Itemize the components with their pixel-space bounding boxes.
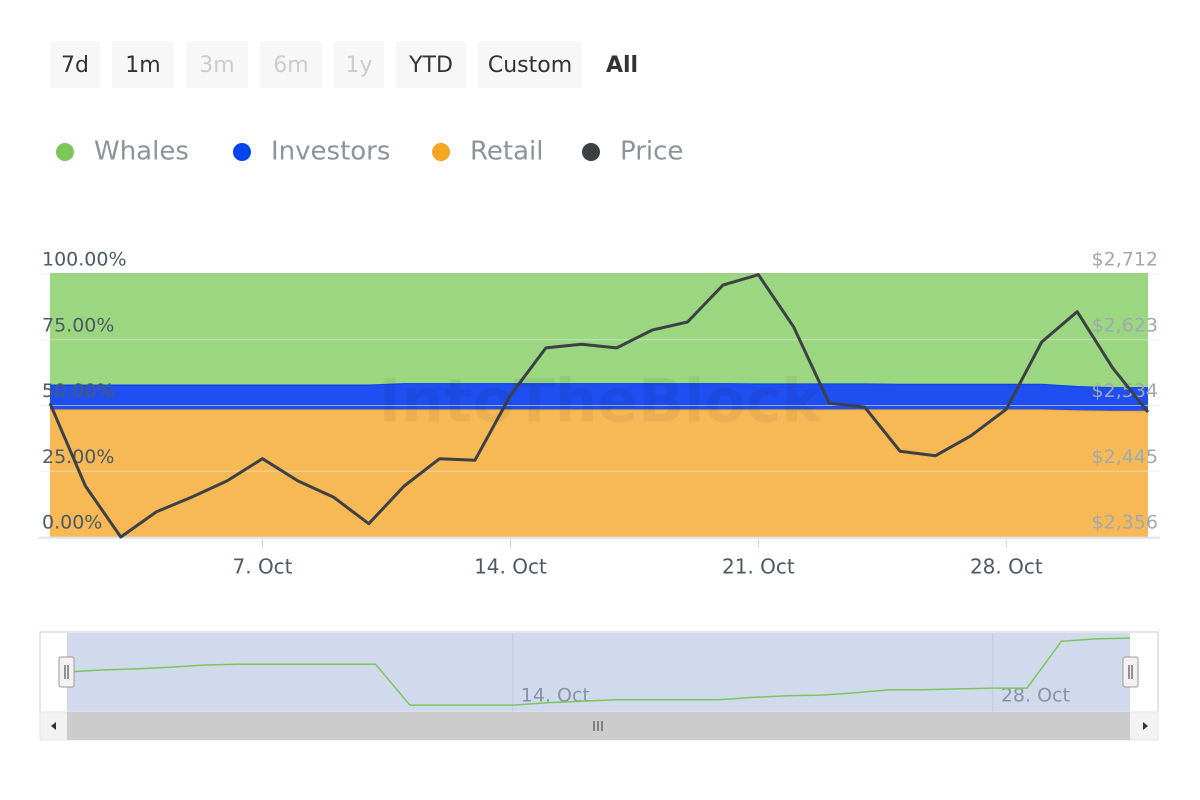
range-button: 1y: [334, 41, 384, 88]
range-button-bg: [396, 41, 466, 88]
scroll-left-arrow[interactable]: [51, 722, 56, 730]
x-tick-label: 7. Oct: [233, 555, 293, 579]
price-line: [48, 273, 1150, 539]
navigator-line: [66, 637, 1131, 706]
legend-item[interactable]: Investors: [233, 137, 390, 167]
legend-item[interactable]: Price: [582, 137, 683, 167]
navigator-handle-right[interactable]: [1122, 656, 1139, 688]
y-tick-label: 0.00%: [42, 512, 102, 534]
range-button-bg: [112, 41, 174, 88]
y-tick-label: 75.00%: [42, 314, 114, 336]
legend-label: Investors: [271, 137, 390, 167]
legend-label: Whales: [94, 137, 189, 167]
range-button-label: All: [606, 53, 638, 78]
range-button-label: 3m: [199, 53, 234, 78]
area: [50, 274, 1148, 388]
legend-item[interactable]: Whales: [56, 137, 189, 167]
navigator: 14. Oct 28. Oct: [39, 631, 1159, 741]
legend-item[interactable]: Retail: [432, 137, 543, 167]
y2-tick-label: $2,623: [1092, 314, 1158, 336]
range-button-bg: [186, 41, 248, 88]
area: [50, 409, 1148, 537]
scroll-right-arrow[interactable]: [1143, 722, 1148, 730]
range-button: 6m: [260, 41, 322, 88]
y-tick-label: 50.00%: [42, 380, 114, 402]
range-button[interactable]: All: [606, 53, 638, 78]
range-button-label: 7d: [61, 53, 89, 78]
navigator-tick-label: 28. Oct: [1001, 685, 1070, 707]
range-button-label: 1m: [125, 53, 160, 78]
range-selector: 7d 1m 3m 6m 1y YTD Custom All: [50, 41, 638, 88]
legend-label: Price: [620, 137, 683, 167]
legend-label: Retail: [470, 137, 543, 167]
x-tick-label: 28. Oct: [970, 555, 1043, 579]
navigator-handle-left[interactable]: [58, 656, 75, 688]
navigator-mask: [67, 633, 1130, 712]
legend-symbol: [432, 143, 450, 161]
plot-area: 0.00% 25.00% 50.00% 75.00% 100.00% $2,356 $2,4…: [38, 249, 1160, 579]
y-tick-label: 100.00%: [42, 249, 127, 271]
range-button-label: 1y: [345, 53, 372, 78]
range-button[interactable]: 7d: [50, 41, 100, 88]
range-button-label: Custom: [488, 53, 572, 78]
range-button-label: YTD: [408, 53, 453, 78]
range-button: 3m: [186, 41, 248, 88]
range-button[interactable]: Custom: [478, 41, 582, 88]
x-tick-label: 21. Oct: [722, 555, 795, 579]
scrollbar-grip: [593, 721, 603, 731]
area: [50, 383, 1148, 411]
legend-symbol: [56, 143, 74, 161]
y2-tick-label: $2,356: [1092, 512, 1158, 534]
watermark: IntoTheBlock: [379, 367, 823, 437]
range-button-bg: [260, 41, 322, 88]
range-button[interactable]: 1m: [112, 41, 174, 88]
y-tick-label: 25.00%: [42, 446, 114, 468]
y2-tick-label: $2,445: [1092, 446, 1158, 468]
range-button-bg: [478, 41, 582, 88]
range-button-label: 6m: [273, 53, 308, 78]
legend: Whales Investors Retail Price: [56, 137, 683, 167]
range-button[interactable]: YTD: [396, 41, 466, 88]
legend-symbol: [582, 143, 600, 161]
range-button-bg: [50, 41, 100, 88]
range-button-bg: [334, 41, 384, 88]
navigator-frame: [39, 631, 1159, 713]
y2-tick-label: $2,534: [1092, 380, 1158, 402]
x-tick-label: 14. Oct: [474, 555, 547, 579]
legend-symbol: [233, 143, 251, 161]
y2-tick-label: $2,712: [1092, 249, 1158, 271]
